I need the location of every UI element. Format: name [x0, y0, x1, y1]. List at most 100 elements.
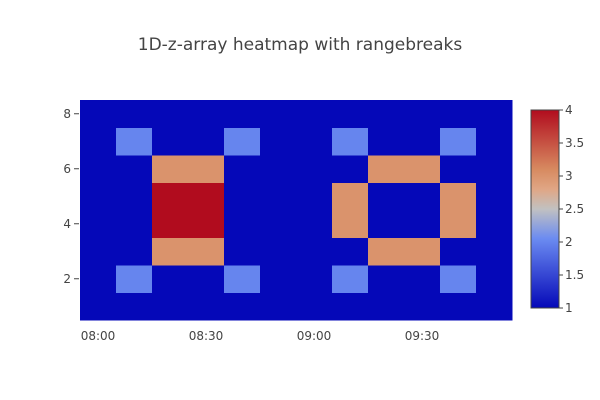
heatmap-cell: [440, 237, 477, 266]
heatmap-cell: [368, 292, 405, 321]
heatmap-cell: [440, 155, 477, 183]
heatmap-cell: [260, 237, 297, 266]
heatmap-cell: [404, 127, 441, 156]
heatmap-cell: [188, 292, 225, 321]
heatmap-cell: [188, 237, 225, 266]
heatmap-cell: [476, 182, 513, 211]
heatmap-cell: [440, 265, 477, 293]
heatmap-cell: [80, 100, 117, 128]
heatmap-cell: [332, 127, 369, 156]
heatmap-cell: [440, 210, 477, 238]
heatmap-cell: [80, 210, 117, 238]
heatmap-cell: [224, 182, 261, 211]
heatmap-cell: [188, 182, 225, 211]
heatmap-cell: [404, 237, 441, 266]
heatmap-cell: [368, 210, 405, 238]
heatmap-cell: [296, 210, 333, 238]
chart-title: 1D-z-array heatmap with rangebreaks: [138, 35, 463, 55]
heatmap-cell: [152, 100, 189, 128]
heatmap-cell: [116, 210, 153, 238]
y-tick-label: 8: [63, 107, 71, 121]
colorbar-tick-label: 4: [565, 103, 573, 117]
heatmap-cell: [80, 155, 117, 183]
heatmap-cell: [224, 237, 261, 266]
heatmap-cell: [116, 265, 153, 293]
heatmap-cell: [260, 210, 297, 238]
heatmap-cell: [116, 127, 153, 156]
heatmap-cell: [116, 182, 153, 211]
heatmap-cell: [116, 237, 153, 266]
heatmap-cell: [152, 155, 189, 183]
heatmap-cell: [368, 155, 405, 183]
heatmap-cell: [476, 265, 513, 293]
heatmap-cell: [368, 182, 405, 211]
heatmap-cell: [188, 100, 225, 128]
heatmap-cell: [440, 127, 477, 156]
heatmap-cell: [116, 292, 153, 321]
x-tick-label: 09:30: [405, 329, 440, 343]
heatmap-cell: [224, 210, 261, 238]
heatmap-cell: [368, 127, 405, 156]
colorbar-tick-label: 1: [565, 301, 573, 315]
heatmap-cell: [476, 155, 513, 183]
heatmap-cell: [404, 265, 441, 293]
colorbar-tick-label: 3: [565, 169, 573, 183]
heatmap-cell: [368, 265, 405, 293]
x-tick-label: 08:00: [81, 329, 116, 343]
heatmap-cell: [152, 292, 189, 321]
x-tick-label: 09:00: [297, 329, 332, 343]
heatmap-cell: [152, 265, 189, 293]
heatmap-cell: [476, 237, 513, 266]
heatmap-cell: [260, 292, 297, 321]
colorbar-gradient: [530, 109, 560, 309]
heatmap-cell: [476, 292, 513, 321]
heatmap-cell: [368, 100, 405, 128]
heatmap-cell: [296, 182, 333, 211]
heatmap-cell: [188, 210, 225, 238]
heatmap-cell: [332, 182, 369, 211]
colorbar-tick-label: 1.5: [565, 268, 584, 282]
heatmap-cell: [80, 237, 117, 266]
heatmap-cell: [404, 182, 441, 211]
heatmap-cell: [296, 155, 333, 183]
heatmap-cell: [368, 237, 405, 266]
heatmap-cell: [152, 182, 189, 211]
x-tick-label: 08:30: [189, 329, 224, 343]
heatmap-cell: [476, 210, 513, 238]
heatmap-cells: [80, 100, 513, 321]
heatmap-cell: [260, 155, 297, 183]
heatmap-cell: [332, 292, 369, 321]
colorbar: 1 1.5 2 2.5 3 3.5 4: [530, 103, 584, 315]
heatmap-cell: [224, 155, 261, 183]
heatmap-cell: [80, 127, 117, 156]
y-tick-label: 2: [63, 272, 71, 286]
heatmap-cell: [332, 237, 369, 266]
heatmap-cell: [188, 265, 225, 293]
heatmap-cell: [296, 100, 333, 128]
heatmap-cell: [404, 155, 441, 183]
heatmap-cell: [260, 127, 297, 156]
heatmap-cell: [260, 100, 297, 128]
heatmap-cell: [404, 210, 441, 238]
colorbar-tick-label: 2: [565, 235, 573, 249]
heatmap-cell: [188, 127, 225, 156]
heatmap-cell: [116, 155, 153, 183]
heatmap-cell: [152, 210, 189, 238]
heatmap-cell: [332, 100, 369, 128]
heatmap-cell: [296, 292, 333, 321]
heatmap-cell: [224, 127, 261, 156]
heatmap-cell: [296, 127, 333, 156]
heatmap-cell: [80, 265, 117, 293]
heatmap-cell: [332, 265, 369, 293]
heatmap-cell: [332, 210, 369, 238]
heatmap-cell: [296, 237, 333, 266]
heatmap-cell: [116, 100, 153, 128]
heatmap-cell: [224, 265, 261, 293]
heatmap-cell: [152, 127, 189, 156]
y-tick-label: 4: [63, 217, 71, 231]
heatmap-cell: [224, 292, 261, 321]
heatmap-cell: [80, 292, 117, 321]
heatmap-cell: [440, 292, 477, 321]
